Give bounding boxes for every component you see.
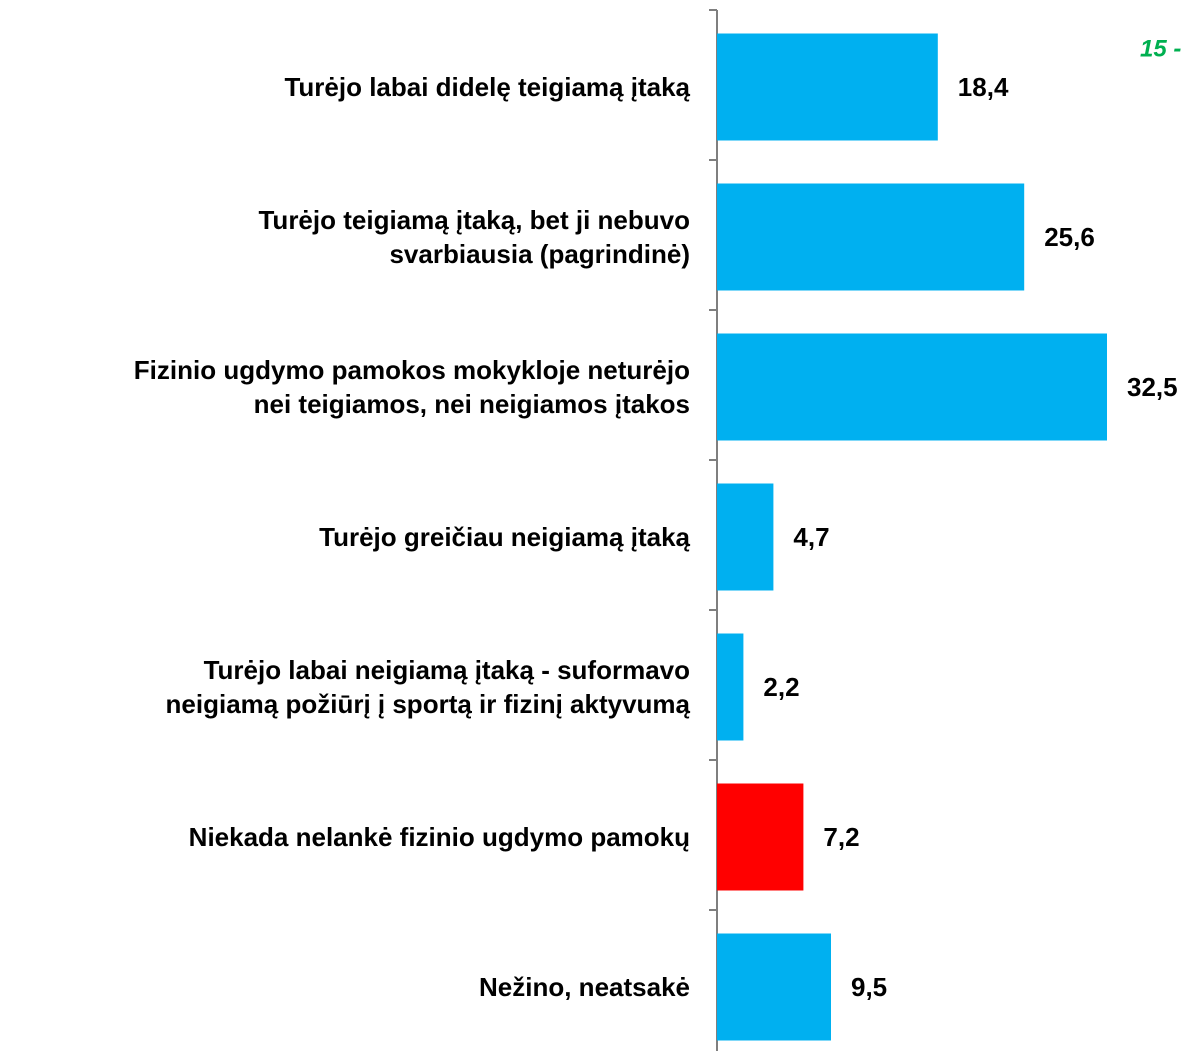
category-label: Fizinio ugdymo pamokos mokykloje neturėj… bbox=[134, 355, 690, 385]
category-label: Nežino, neatsakė bbox=[479, 972, 690, 1002]
category-label: Turėjo teigiamą įtaką, bet ji nebuvo bbox=[258, 205, 690, 235]
value-label: 18,4 bbox=[958, 72, 1009, 102]
bar bbox=[717, 783, 804, 891]
bar bbox=[717, 333, 1107, 441]
bar bbox=[717, 483, 774, 591]
bar bbox=[717, 33, 938, 141]
category-label: Turėjo greičiau neigiamą įtaką bbox=[319, 522, 690, 552]
value-label: 9,5 bbox=[851, 972, 887, 1002]
category-label: neigiamą požiūrį į sportą ir fizinį akty… bbox=[166, 689, 691, 719]
value-label: 7,2 bbox=[823, 822, 859, 852]
category-label: nei teigiamos, nei neigiamos įtakos bbox=[254, 389, 690, 419]
bar bbox=[717, 633, 744, 741]
bar bbox=[717, 933, 831, 1041]
bar bbox=[717, 183, 1025, 291]
category-label: svarbiausia (pagrindinė) bbox=[389, 239, 690, 269]
value-label: 32,5 bbox=[1127, 372, 1178, 402]
value-label: 2,2 bbox=[763, 672, 799, 702]
value-label: 25,6 bbox=[1044, 222, 1095, 252]
annotation: 15 - bbox=[1140, 35, 1181, 62]
category-label: Turėjo labai didelę teigiamą įtaką bbox=[284, 72, 690, 102]
value-label: 4,7 bbox=[793, 522, 829, 552]
category-label: Niekada nelankė fizinio ugdymo pamokų bbox=[189, 822, 690, 852]
category-label: Turėjo labai neigiamą įtaką - suformavo bbox=[204, 655, 690, 685]
